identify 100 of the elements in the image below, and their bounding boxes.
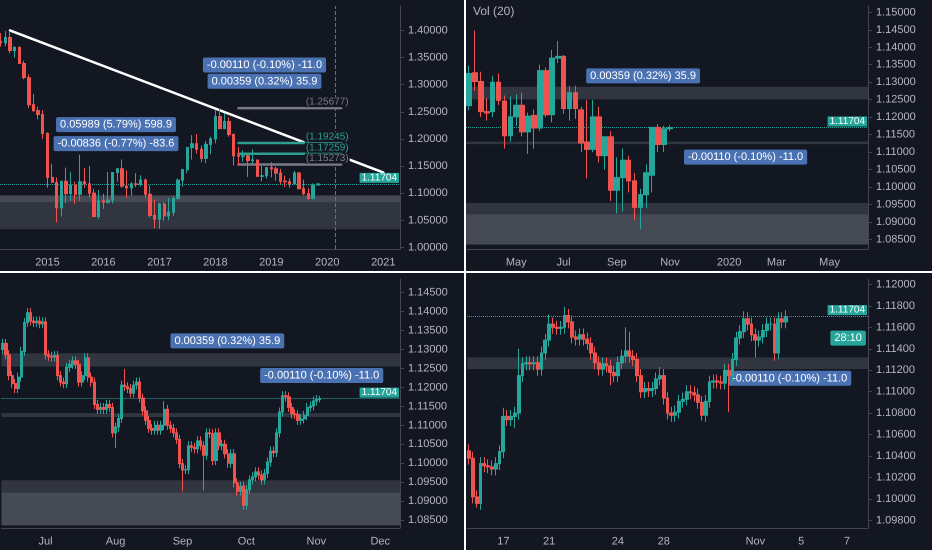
candlestick xyxy=(111,402,114,438)
candlestick xyxy=(486,458,490,474)
candlestick xyxy=(479,456,482,510)
candlestick xyxy=(689,384,692,400)
candlestick xyxy=(204,140,208,164)
candlestick xyxy=(195,134,198,154)
y-tick-label: 1.09000 xyxy=(876,216,916,228)
ref-line-label: 1.11704 xyxy=(830,304,866,316)
candlestick xyxy=(677,394,681,420)
candlestick xyxy=(608,358,612,386)
y-tick-label: 1.09500 xyxy=(408,476,448,488)
candlestick xyxy=(102,193,105,210)
y-tick-label: 1.13500 xyxy=(408,324,448,337)
candlestick xyxy=(602,136,608,170)
candlestick xyxy=(490,460,494,476)
candlestick xyxy=(655,124,661,153)
y-tick-label: 1.11400 xyxy=(876,342,915,355)
candlestick xyxy=(214,109,217,144)
candlestick xyxy=(205,428,208,460)
candlestick xyxy=(723,363,727,390)
candlestick xyxy=(582,328,585,346)
annotation: (1.25677) xyxy=(306,96,349,108)
annotation: 0.00359 (0.32%) 35.9 xyxy=(590,70,696,82)
annotation: -0.00110 (-0.10%) -11.0 xyxy=(732,372,848,384)
candlestick xyxy=(601,356,605,376)
y-tick-label: 1.10500 xyxy=(876,164,916,176)
y-tick-label: 1.10600 xyxy=(876,428,916,441)
y-tick-label: 1.09000 xyxy=(408,495,448,508)
candlestick xyxy=(242,481,245,510)
candlestick xyxy=(214,428,218,466)
x-tick-label: 2018 xyxy=(203,256,228,268)
x-tick-label: Jul xyxy=(556,256,571,268)
x-tick-label: Nov xyxy=(746,536,766,548)
y-tick-label: 1.40000 xyxy=(408,24,448,36)
y-tick-label: 1.12500 xyxy=(408,362,448,374)
candlestick xyxy=(727,363,731,413)
y-tick-label: 1.10000 xyxy=(408,457,448,470)
candlestick xyxy=(254,466,257,482)
candlestick xyxy=(46,132,49,188)
y-tick-label: 1.12000 xyxy=(876,278,916,290)
candlestick xyxy=(230,448,233,468)
candlestick xyxy=(561,54,566,114)
x-tick-label: Jul xyxy=(38,536,53,548)
x-tick-label: 2020 xyxy=(716,256,742,268)
x-tick-label: Nov xyxy=(660,256,680,268)
y-tick-label: 1.11000 xyxy=(876,146,915,158)
candlestick xyxy=(525,112,531,154)
annotation: Vol (20) xyxy=(472,4,514,18)
x-tick-label: 5 xyxy=(798,536,804,548)
y-tick-label: 1.14500 xyxy=(408,286,448,299)
annotation: (1.15273) xyxy=(306,153,349,164)
candlestick xyxy=(35,316,38,328)
candlestick xyxy=(65,362,68,389)
x-tick-label: Sep xyxy=(172,536,192,548)
y-tick-label: 1.00000 xyxy=(408,241,448,254)
candlestick xyxy=(306,402,309,420)
y-tick-label: 1.10000 xyxy=(876,493,916,506)
candlestick xyxy=(13,46,16,58)
y-tick-label: 1.14500 xyxy=(876,24,916,36)
candlestick xyxy=(239,481,242,496)
annotation: 0.05989 (5.79%) 598.9 xyxy=(60,118,172,131)
candlestick xyxy=(102,402,105,414)
y-tick-label: 1.10500 xyxy=(408,438,448,450)
y-tick-label: 1.13500 xyxy=(876,58,916,71)
x-tick-label: 2017 xyxy=(147,256,172,268)
y-tick-label: 1.20000 xyxy=(408,132,448,145)
candlestick xyxy=(220,439,224,451)
candlestick xyxy=(596,106,602,164)
x-tick-label: Sep xyxy=(606,256,627,268)
candlestick xyxy=(573,85,578,120)
candlestick xyxy=(300,414,303,426)
x-tick-label: 2020 xyxy=(314,256,340,268)
candlestick xyxy=(223,112,226,130)
candlestick xyxy=(83,168,86,188)
y-tick-label: 1.09500 xyxy=(876,198,916,211)
y-tick-label: 1.10800 xyxy=(876,407,916,420)
candlestick xyxy=(157,420,160,436)
candlestick xyxy=(773,317,776,362)
x-tick-label: Dec xyxy=(370,536,391,548)
y-tick-label: 1.15000 xyxy=(876,6,916,18)
candlestick xyxy=(715,374,719,389)
candlestick xyxy=(167,198,170,221)
x-tick-label: Aug xyxy=(106,536,126,548)
y-tick-label: 1.10000 xyxy=(408,187,448,200)
y-tick-label: 1.08500 xyxy=(876,234,916,246)
y-tick-label: 1.14000 xyxy=(876,41,916,54)
candlestick xyxy=(211,428,214,466)
annotation: -0.00836 (-0.77%) -83.6 xyxy=(58,138,174,150)
candlestick xyxy=(780,312,784,329)
candlestick xyxy=(123,368,126,392)
candlestick xyxy=(97,189,100,220)
y-tick-label: 1.11000 xyxy=(876,386,915,398)
annotation: 0.00359 (0.32%) 35.9 xyxy=(174,334,280,347)
candlestick xyxy=(482,456,486,473)
y-tick-label: 1.25000 xyxy=(408,106,448,118)
candlestick xyxy=(99,402,102,414)
x-tick-label: 7 xyxy=(844,536,850,548)
y-tick-label: 1.09800 xyxy=(876,514,916,526)
candlestick xyxy=(64,167,68,204)
candlestick xyxy=(193,442,196,454)
